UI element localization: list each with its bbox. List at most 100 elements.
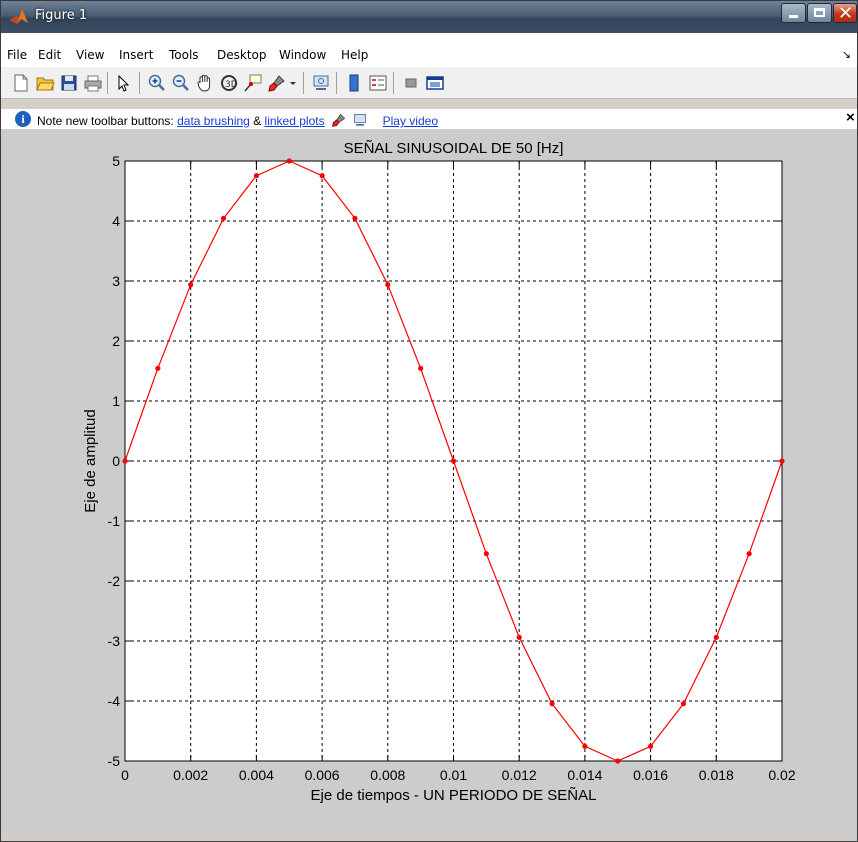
y-tick-labels: 5 4 3 2 1 0 -1 -2 -3 -4 -5 <box>108 153 121 769</box>
toolbar-separator <box>393 72 394 94</box>
menu-file[interactable]: File <box>7 48 28 62</box>
print-icon[interactable] <box>83 73 103 93</box>
data-point <box>220 215 227 221</box>
x-tick-label: 0.02 <box>768 767 795 783</box>
x-tick-label: 0.016 <box>633 767 668 783</box>
data-point <box>779 458 785 464</box>
data-point <box>418 365 424 371</box>
zoom-out-icon[interactable] <box>171 73 191 93</box>
menu-desktop[interactable]: Desktop <box>217 48 267 62</box>
data-point <box>516 634 522 640</box>
menu-insert[interactable]: Insert <box>119 48 154 62</box>
data-cursor-icon[interactable] <box>243 73 263 93</box>
x-tick-label: 0 <box>121 767 129 783</box>
close-icon: ✕ <box>838 3 854 24</box>
y-tick-label: -3 <box>108 633 121 649</box>
data-point <box>122 458 128 464</box>
colorbar-icon[interactable] <box>344 73 364 93</box>
minimize-button[interactable] <box>781 3 806 23</box>
toolbar-separator <box>303 72 304 94</box>
toolbar-separator <box>107 72 108 94</box>
y-tick-label: -2 <box>108 573 121 589</box>
data-point <box>680 701 687 707</box>
series-group <box>122 158 785 764</box>
edit-plot-arrow-icon[interactable] <box>114 73 134 93</box>
y-tick-label: 0 <box>112 453 120 469</box>
new-figure-icon[interactable] <box>11 73 31 93</box>
window-title: Figure 1 <box>35 8 88 23</box>
link-plot-icon[interactable] <box>311 73 331 93</box>
x-tick-label: 0.01 <box>440 767 467 783</box>
y-tick-label: 1 <box>112 393 120 409</box>
menu-corner-arrow-icon[interactable]: ↘ <box>841 48 851 61</box>
svg-text:3D: 3D <box>225 80 238 90</box>
maximize-button[interactable] <box>807 3 832 23</box>
show-plot-tools-icon[interactable] <box>425 73 445 93</box>
data-point <box>582 743 588 749</box>
data-point <box>319 173 325 179</box>
line-chart[interactable]: 0 0.002 0.004 0.006 0.008 0.01 0.012 0.014 0.016… <box>1 129 857 839</box>
pan-hand-icon[interactable] <box>195 73 215 93</box>
link-plot-icon <box>354 114 367 126</box>
figure-toolbar: 3D <box>1 67 857 99</box>
x-tick-label: 0.018 <box>699 767 734 783</box>
data-point <box>648 743 654 749</box>
info-bar: i Note new toolbar buttons: data brushin… <box>1 109 857 129</box>
linked-plots-link[interactable]: linked plots <box>264 114 325 128</box>
maximize-icon <box>814 8 825 17</box>
x-tick-labels: 0 0.002 0.004 0.006 0.008 0.01 0.012 0.014 0.016… <box>121 767 796 783</box>
brush-icon <box>332 113 346 127</box>
minimize-icon <box>789 15 798 18</box>
data-brushing-link[interactable]: data brushing <box>177 114 250 128</box>
data-point <box>483 551 489 557</box>
y-tick-label: 2 <box>112 333 120 349</box>
tick-marks <box>124 160 783 762</box>
menu-help[interactable]: Help <box>341 48 369 62</box>
brush-dropdown-icon[interactable] <box>287 73 299 93</box>
x-tick-label: 0.014 <box>567 767 602 783</box>
chart-title: SEÑAL SINUSOIDAL DE 50 [Hz] <box>344 140 564 157</box>
play-video-link[interactable]: Play video <box>382 114 438 128</box>
data-point <box>188 282 194 288</box>
close-infobar-icon[interactable]: × <box>846 109 855 126</box>
data-point <box>549 701 555 707</box>
figure-canvas: 0 0.002 0.004 0.006 0.008 0.01 0.012 0.014 0.016… <box>1 129 857 839</box>
y-tick-label: 5 <box>112 153 120 169</box>
brush-icon[interactable] <box>267 73 287 93</box>
toolbar-separator <box>336 72 337 94</box>
info-icon: i <box>15 111 31 127</box>
data-point <box>286 158 292 164</box>
x-tick-label: 0.002 <box>173 767 208 783</box>
data-point <box>713 634 719 640</box>
info-prefix: Note new toolbar buttons: <box>37 114 174 128</box>
x-axis-label: Eje de tiempos - UN PERIODO DE SEÑAL <box>311 787 597 804</box>
title-bar[interactable]: Figure 1 ✕ <box>1 1 857 33</box>
data-point <box>615 758 621 764</box>
rotate-3d-icon[interactable]: 3D <box>219 73 239 93</box>
y-tick-label: -5 <box>108 753 121 769</box>
hide-plot-tools-icon[interactable] <box>401 73 421 93</box>
toolbar-separator <box>139 72 140 94</box>
data-point <box>450 458 457 464</box>
y-tick-label: 4 <box>112 213 120 229</box>
info-ampersand: & <box>253 114 262 128</box>
close-button[interactable]: ✕ <box>833 3 857 24</box>
info-message: Note new toolbar buttons: data brushing … <box>37 112 438 128</box>
legend-icon[interactable] <box>368 73 388 93</box>
zoom-in-icon[interactable] <box>147 73 167 93</box>
y-tick-label: -1 <box>108 513 121 529</box>
menu-window[interactable]: Window <box>279 48 327 62</box>
menu-edit[interactable]: Edit <box>38 48 62 62</box>
menu-bar: File Edit View Insert Tools Desktop Wind… <box>1 46 857 66</box>
data-point <box>155 365 161 371</box>
x-tick-label: 0.008 <box>370 767 405 783</box>
open-file-icon[interactable] <box>35 73 55 93</box>
x-tick-label: 0.012 <box>502 767 537 783</box>
menu-view[interactable]: View <box>76 48 105 62</box>
x-tick-label: 0.006 <box>305 767 340 783</box>
x-tick-label: 0.004 <box>239 767 274 783</box>
data-point <box>253 173 259 179</box>
menu-tools[interactable]: Tools <box>169 48 199 62</box>
save-icon[interactable] <box>59 73 79 93</box>
